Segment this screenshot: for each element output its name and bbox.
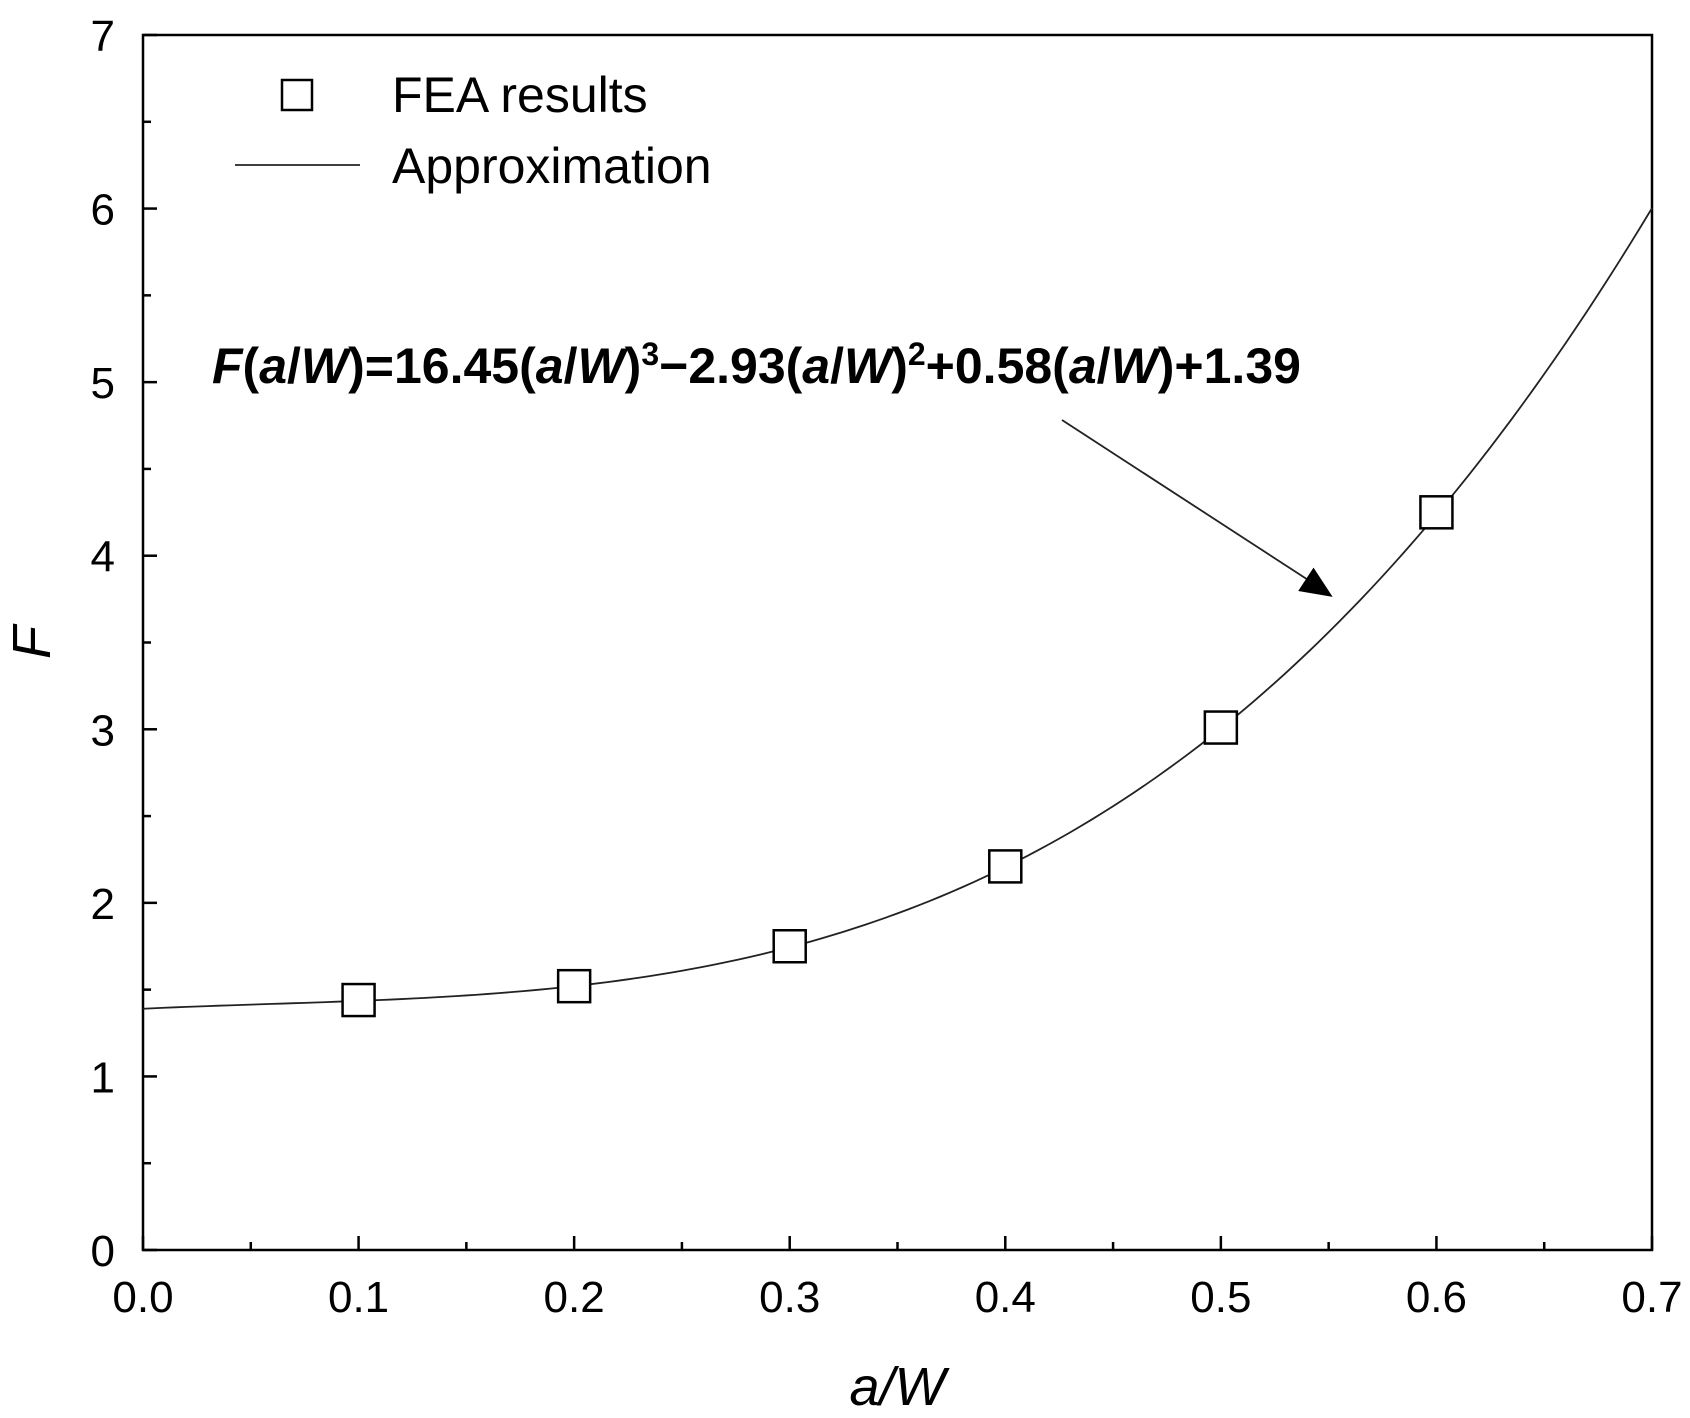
fea-point bbox=[988, 849, 1023, 884]
equation-part: a bbox=[259, 338, 287, 394]
x-tick-label: 0.1 bbox=[328, 1273, 389, 1322]
y-tick-label: 1 bbox=[91, 1053, 115, 1102]
fea-point bbox=[1203, 710, 1239, 745]
equation-part: +0.58( bbox=[926, 338, 1070, 394]
x-tick-label: 0.2 bbox=[544, 1273, 605, 1322]
y-tick-label: 4 bbox=[91, 533, 115, 582]
equation-part: / bbox=[564, 338, 578, 394]
equation-part: a bbox=[536, 338, 564, 394]
y-tick-label: 5 bbox=[91, 359, 115, 408]
y-tick-label: 0 bbox=[91, 1227, 115, 1276]
legend-marker-fea bbox=[280, 78, 314, 112]
legend: FEA results Approximation bbox=[235, 67, 712, 194]
annotation-arrowhead bbox=[1298, 567, 1333, 597]
fea-point bbox=[341, 982, 376, 1018]
x-tick-label: 0.4 bbox=[975, 1273, 1036, 1322]
legend-label-fea: FEA results bbox=[392, 67, 648, 123]
fea-point bbox=[556, 968, 592, 1004]
equation-part: W bbox=[844, 338, 895, 394]
equation-part: / bbox=[287, 338, 301, 394]
equation-part: 2 bbox=[908, 336, 926, 372]
x-tick-label: 0.5 bbox=[1190, 1273, 1251, 1322]
equation-annotation: F(a/W)=16.45(a/W)3−2.93(a/W)2+0.58(a/W)+… bbox=[212, 336, 1333, 597]
equation-part: F bbox=[212, 338, 244, 394]
equation-text: F(a/W)=16.45(a/W)3−2.93(a/W)2+0.58(a/W)+… bbox=[212, 336, 1301, 394]
y-tick-label: 3 bbox=[91, 706, 115, 755]
approximation-line bbox=[142, 207, 1653, 1010]
equation-part: a bbox=[802, 338, 830, 394]
equation-part: W bbox=[1111, 338, 1162, 394]
x-tick-label: 0.7 bbox=[1621, 1273, 1682, 1322]
equation-part: W bbox=[301, 338, 352, 394]
equation-part: )+1.39 bbox=[1158, 338, 1301, 394]
fea-point bbox=[772, 929, 807, 964]
x-axis-title: a/W bbox=[849, 1357, 950, 1417]
marker-layer bbox=[341, 495, 1454, 1018]
x-tick-label: 0.0 bbox=[112, 1273, 173, 1322]
equation-part: / bbox=[830, 338, 844, 394]
equation-part: ( bbox=[243, 338, 260, 394]
y-tick-label: 7 bbox=[91, 12, 115, 61]
y-tick-label: 2 bbox=[91, 880, 115, 929]
equation-part: ) bbox=[625, 338, 642, 394]
equation-part: )=16.45( bbox=[348, 338, 536, 394]
ticks-layer: 0.0 0.1 0.2 0.3 0.4 0.5 0.6 0.7 0 1 2 3 4 5 6 7 bbox=[91, 12, 1683, 1322]
equation-part: ) bbox=[891, 338, 908, 394]
equation-part: −2.93( bbox=[659, 338, 803, 394]
y-axis-title: F bbox=[2, 623, 62, 659]
curve-layer bbox=[142, 207, 1653, 1010]
x-tick-label: 0.3 bbox=[759, 1273, 820, 1322]
equation-part: 3 bbox=[641, 336, 659, 372]
plot-frame bbox=[141, 33, 1654, 1252]
annotation-arrow-line bbox=[1061, 419, 1314, 584]
x-tick-label: 0.6 bbox=[1406, 1273, 1467, 1322]
fea-point bbox=[1419, 495, 1454, 530]
equation-part: W bbox=[577, 338, 628, 394]
equation-part: / bbox=[1097, 338, 1111, 394]
y-tick-label: 6 bbox=[91, 186, 115, 235]
equation-part: a bbox=[1069, 338, 1097, 394]
legend-label-approx: Approximation bbox=[392, 138, 712, 194]
